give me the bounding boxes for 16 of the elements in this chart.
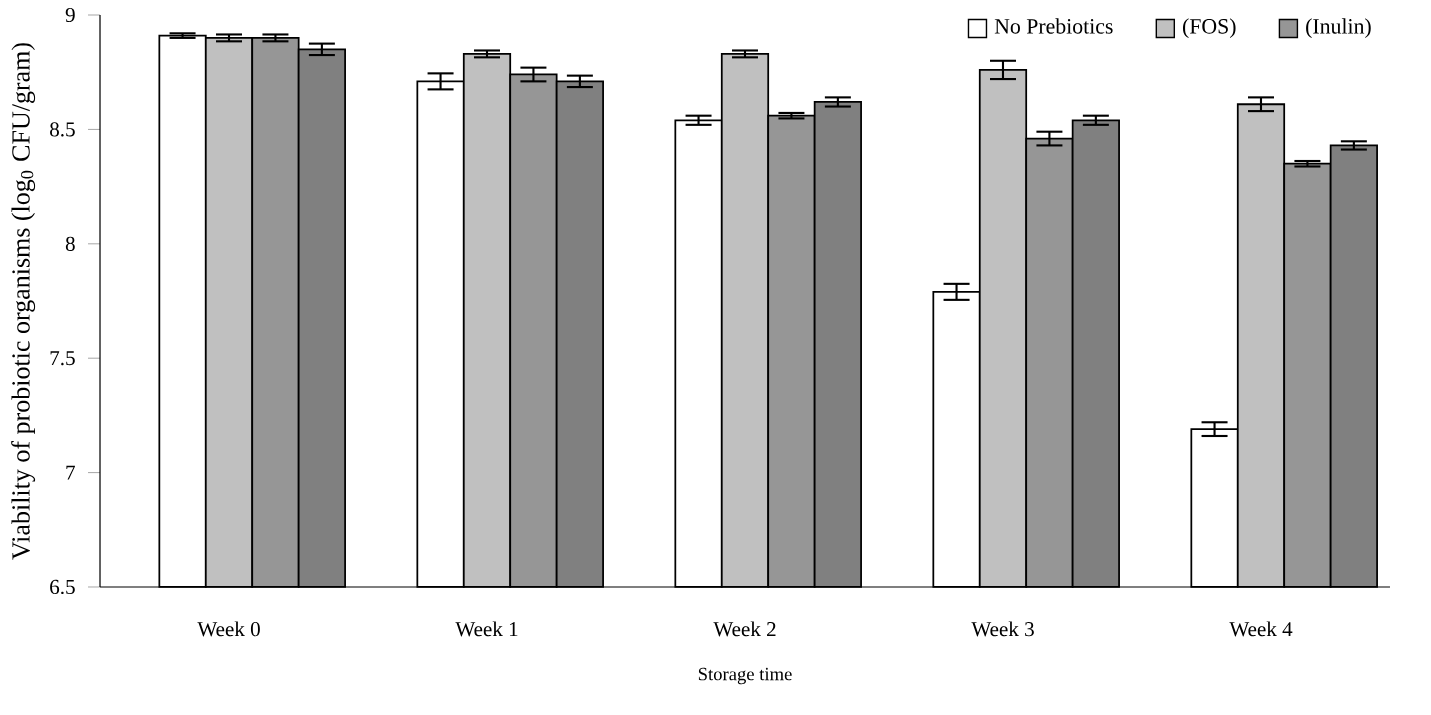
legend-label: (Inulin)	[1306, 18, 1371, 39]
x-tick-label: Week 4	[1229, 621, 1293, 637]
legend-label: No Prebiotics	[994, 18, 1113, 34]
y-tick-label: 8.5	[50, 122, 75, 137]
x-tick-label: Week 0	[197, 621, 260, 637]
y-tick-label: 7	[66, 465, 75, 480]
x-tick-label: Week 3	[971, 621, 1034, 637]
x-tick-label: Week 2	[713, 621, 776, 637]
y-tick-label: 8	[65, 236, 75, 251]
y-tick-label: 6.5	[50, 579, 75, 595]
y-tick-label: 7.5	[50, 351, 75, 366]
x-axis-title: Storage time	[698, 667, 792, 685]
y-axis-title: Viability of probiotic organisms (log$_{0}$ CFU/gram)	[11, 43, 36, 560]
x-tick-label: Week 1	[455, 621, 518, 637]
y-tick-label: 9	[65, 7, 75, 23]
legend-label: (FOS)	[1182, 18, 1236, 39]
